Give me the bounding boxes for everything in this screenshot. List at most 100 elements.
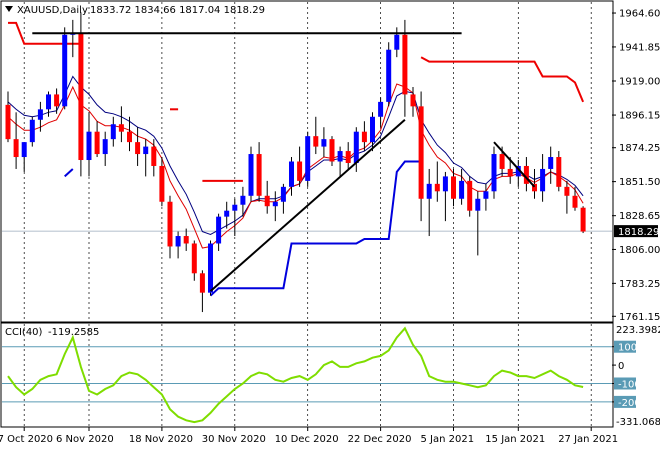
candle	[94, 121, 100, 158]
cci-title: CCI(40)	[5, 327, 43, 338]
candle-body-down	[127, 131, 132, 143]
candle-body-up	[394, 34, 400, 50]
date-tick-label: 30 Nov 2020	[202, 434, 266, 445]
stop-blue-line	[64, 168, 74, 178]
candle-body-up	[491, 154, 497, 192]
candle-body-up	[483, 191, 489, 199]
candle	[5, 91, 11, 143]
candle-body-down	[264, 195, 270, 207]
candle-body-up	[37, 109, 43, 120]
candle	[232, 198, 238, 237]
candle	[378, 97, 384, 128]
candle-body-up	[426, 183, 432, 199]
candle	[410, 86, 416, 117]
candle	[46, 91, 51, 117]
candle-body-up	[175, 236, 181, 247]
candle-body-down	[13, 139, 19, 158]
cci-line	[7, 326, 584, 424]
price-tick-label: 1896.15	[619, 111, 660, 122]
price-panel-frame	[0, 0, 614, 323]
candle	[345, 142, 351, 169]
candle	[102, 131, 108, 166]
candle-body-up	[272, 201, 278, 207]
candle	[86, 112, 92, 177]
candle	[280, 183, 286, 214]
candle-body-down	[54, 94, 60, 107]
candle	[135, 127, 141, 166]
candle-body-down	[467, 180, 473, 211]
candle	[386, 42, 392, 107]
candle	[143, 139, 149, 177]
price-tick-label: 1783.25	[619, 279, 660, 290]
candle	[491, 146, 497, 199]
candle-body-down	[564, 186, 570, 196]
candle	[564, 180, 570, 214]
date-tick-label: 27 Oct 2020	[0, 434, 53, 445]
cci-value: -119.2585	[48, 327, 99, 338]
candle-body-down	[580, 207, 586, 232]
candle	[370, 112, 375, 152]
cci-level-badge	[614, 377, 636, 390]
candle-body-up	[540, 168, 546, 192]
cci-tick-label: 0	[618, 361, 624, 372]
candle-body-up	[370, 116, 375, 143]
price-tick-label: 1761.15	[619, 312, 660, 323]
candle	[523, 157, 529, 192]
candle-body-down	[151, 146, 157, 166]
cci-axis: 100 0 -100 -200	[612, 340, 641, 409]
dropdown-triangle-icon[interactable]	[5, 6, 13, 12]
price-tick-label: 1828.65	[619, 211, 660, 222]
candle	[483, 183, 489, 211]
candle	[548, 146, 554, 184]
candle-body-up	[216, 216, 222, 244]
candle-body-down	[94, 131, 100, 155]
candle-body-up	[110, 124, 116, 140]
candle	[402, 19, 408, 117]
cci-level-badge	[614, 340, 636, 353]
trend-lines	[32, 32, 536, 292]
candle	[167, 195, 173, 259]
candle	[580, 206, 586, 234]
candle-body-down	[434, 183, 440, 192]
candle	[289, 157, 294, 196]
candle	[118, 106, 124, 143]
candle-body-up	[442, 176, 448, 192]
candle-body-down	[191, 243, 197, 274]
trend-line	[209, 119, 406, 292]
date-tick-label: 5 Jan 2021	[421, 434, 475, 445]
last-price-badge: 1818.29	[614, 225, 659, 238]
candle	[540, 154, 546, 202]
candle	[13, 112, 19, 169]
candle	[418, 91, 424, 222]
candle-body-down	[135, 142, 141, 155]
price-tick-label: 1851.50	[619, 177, 660, 188]
candle	[216, 213, 222, 251]
date-tick-label: 18 Nov 2020	[129, 434, 193, 445]
cci-panel-frame	[0, 322, 614, 428]
candle	[313, 116, 319, 155]
candle	[37, 101, 43, 132]
fast-average-line	[7, 83, 584, 249]
candlesticks	[5, 12, 586, 313]
candle	[434, 161, 440, 202]
candle-body-up	[143, 146, 149, 155]
candle	[208, 240, 213, 296]
indicator-overlays	[7, 21, 585, 297]
candle-body-up	[86, 131, 92, 161]
candle	[191, 240, 197, 281]
candle-body-up	[240, 195, 246, 205]
trend-line	[493, 141, 536, 188]
candle-body-up	[46, 94, 51, 110]
candle-body-down	[78, 33, 84, 161]
date-tick-label: 15 Jan 2021	[485, 434, 545, 445]
ohlc-readout: 1833.72 1834.66 1817.04 1818.29	[90, 5, 265, 16]
candle-body-down	[532, 183, 537, 192]
candle-body-down	[159, 165, 165, 202]
candle	[361, 121, 367, 152]
candle-body-up	[386, 49, 392, 102]
cci-level-badge	[614, 395, 636, 408]
candle-body-up	[305, 136, 311, 181]
candle-body-up	[280, 186, 286, 202]
candle	[507, 157, 513, 184]
